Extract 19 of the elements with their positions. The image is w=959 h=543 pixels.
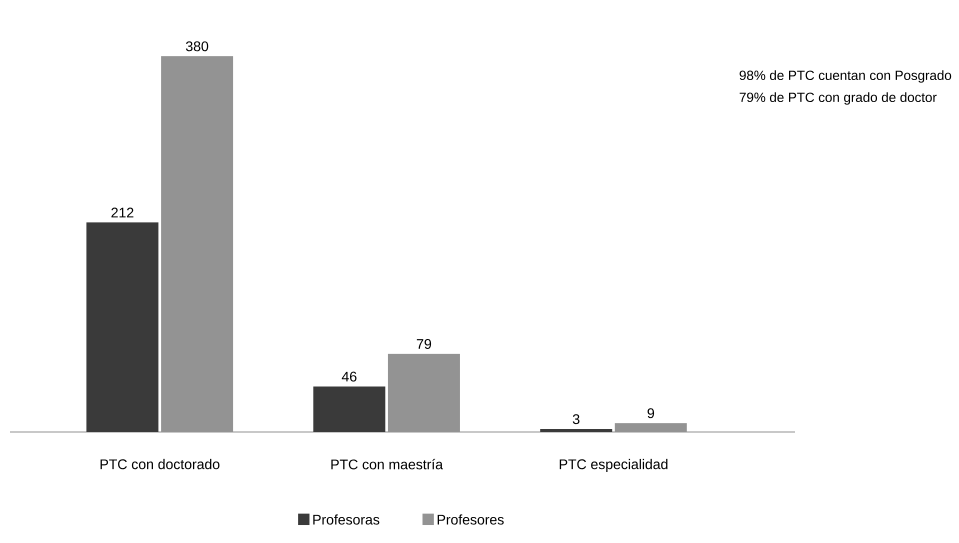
data-label: 380 bbox=[186, 41, 208, 52]
bar bbox=[540, 429, 612, 432]
data-label: 3 bbox=[572, 414, 580, 424]
data-label: 79 bbox=[416, 339, 432, 349]
bar bbox=[86, 222, 158, 432]
bar bbox=[161, 56, 234, 432]
annotation: 79% de PTC con grado de doctor bbox=[740, 92, 937, 105]
bar bbox=[614, 423, 687, 432]
annotation: 98% de PTC cuentan con Posgrado bbox=[740, 70, 952, 83]
legend-label: Profesoras bbox=[313, 514, 380, 525]
legend-label: Profesores bbox=[438, 514, 504, 525]
x-tick-label: PTC especialidad bbox=[560, 458, 668, 472]
bar bbox=[388, 354, 460, 432]
data-label: 212 bbox=[111, 208, 134, 218]
x-tick-label: PTC con doctorado bbox=[100, 458, 220, 470]
data-label: 9 bbox=[648, 408, 654, 418]
data-label: 46 bbox=[342, 372, 356, 382]
x-tick-label: PTC con maestría bbox=[331, 458, 444, 470]
bar bbox=[313, 386, 386, 432]
